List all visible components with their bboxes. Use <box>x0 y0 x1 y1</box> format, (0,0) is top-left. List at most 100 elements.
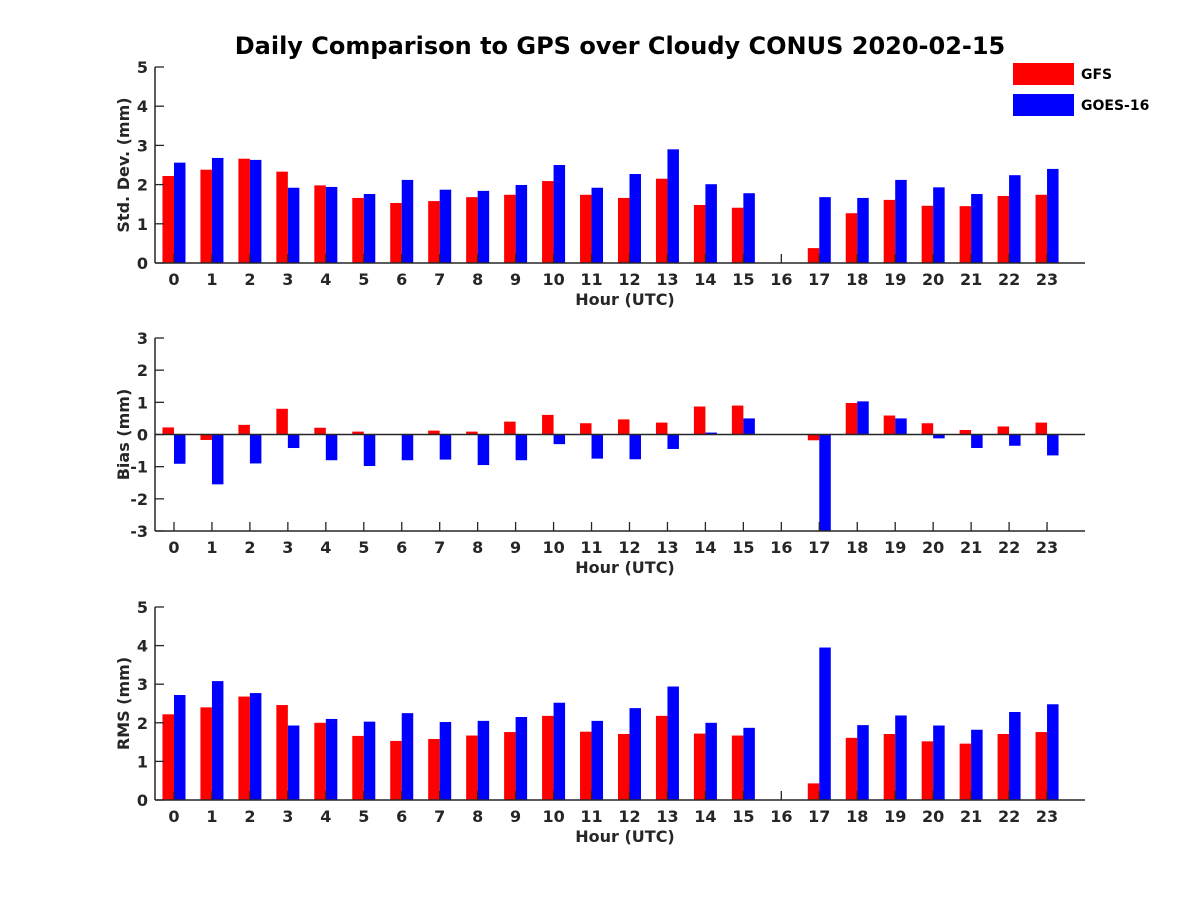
bar-gfs-hour-2 <box>238 158 250 263</box>
bar-goes-16-hour-22 <box>1009 434 1021 446</box>
bar-gfs-hour-3 <box>276 171 288 263</box>
bar-goes-16-hour-13 <box>667 434 679 449</box>
bar-gfs-hour-0 <box>162 175 174 263</box>
x-tick-label: 8 <box>472 807 483 826</box>
bar-goes-16-hour-2 <box>249 693 262 800</box>
x-tick-label: 16 <box>770 807 792 826</box>
bar-goes-16-hour-13 <box>667 686 679 800</box>
bar-gfs-hour-1 <box>200 169 212 263</box>
x-tick-label: 22 <box>998 538 1020 557</box>
bar-gfs-hour-14 <box>693 733 706 800</box>
y-axis-label: Bias (mm) <box>114 389 133 481</box>
legend: GFS GOES-16 <box>1013 63 1149 116</box>
bar-gfs-hour-9 <box>504 194 516 263</box>
bar-goes-16-hour-17 <box>819 197 831 263</box>
bar-goes-16-hour-9 <box>515 184 528 263</box>
x-tick-label: 22 <box>998 807 1020 826</box>
bar-goes-16-hour-12 <box>629 434 641 460</box>
bar-gfs-hour-19 <box>883 199 896 263</box>
x-tick-label: 23 <box>1036 807 1058 826</box>
bar-gfs-hour-15 <box>731 735 744 800</box>
x-tick-label: 10 <box>542 270 564 289</box>
bar-goes-16-hour-14 <box>705 432 717 435</box>
x-tick-label: 3 <box>282 538 293 557</box>
bar-gfs-hour-3 <box>276 408 288 435</box>
bar-goes-16-hour-18 <box>857 197 869 263</box>
x-tick-label: 2 <box>244 538 255 557</box>
x-tick-label: 23 <box>1036 538 1058 557</box>
x-tick-label: 4 <box>320 807 331 826</box>
bar-goes-16-hour-9 <box>515 434 528 461</box>
x-tick-label: 5 <box>358 270 369 289</box>
bar-goes-16-hour-18 <box>857 401 869 435</box>
bar-goes-16-hour-21 <box>971 194 983 263</box>
bar-gfs-hour-15 <box>731 207 744 263</box>
legend-swatch-goes-16 <box>1013 94 1074 116</box>
bar-gfs-hour-4 <box>314 185 326 263</box>
bar-goes-16-hour-5 <box>363 721 376 800</box>
x-tick-label: 17 <box>808 270 830 289</box>
bar-gfs-hour-19 <box>883 733 896 800</box>
bar-gfs-hour-2 <box>238 424 250 435</box>
bar-goes-16-hour-2 <box>249 159 262 263</box>
bar-gfs-hour-0 <box>162 714 174 800</box>
bar-goes-16-hour-23 <box>1047 168 1059 263</box>
bar-gfs-hour-21 <box>959 743 972 800</box>
bar-gfs-hour-21 <box>959 206 972 263</box>
bar-goes-16-hour-6 <box>401 713 414 800</box>
x-tick-label: 9 <box>510 270 521 289</box>
bar-goes-16-hour-4 <box>325 434 338 461</box>
bar-gfs-hour-20 <box>921 423 934 435</box>
bar-goes-16-hour-17 <box>819 434 831 531</box>
bar-goes-16-hour-5 <box>363 194 376 263</box>
x-tick-label: 19 <box>884 538 906 557</box>
bar-gfs-hour-22 <box>997 733 1010 800</box>
bar-gfs-hour-13 <box>655 178 668 263</box>
x-tick-label: 14 <box>694 807 716 826</box>
bar-goes-16-hour-19 <box>895 418 907 435</box>
bar-goes-16-hour-7 <box>439 189 452 263</box>
x-tick-label: 11 <box>580 807 602 826</box>
bar-goes-16-hour-22 <box>1009 711 1021 800</box>
y-tick-label: 2 <box>137 361 148 380</box>
x-tick-label: 1 <box>206 270 217 289</box>
bar-gfs-hour-14 <box>693 204 706 263</box>
y-tick-label: 3 <box>137 675 148 694</box>
x-tick-label: 2 <box>244 807 255 826</box>
bar-gfs-hour-7 <box>428 430 440 435</box>
bar-gfs-hour-10 <box>542 414 554 435</box>
y-tick-label: 3 <box>137 136 148 155</box>
bar-goes-16-hour-4 <box>325 718 338 800</box>
y-tick-label: 5 <box>137 58 148 77</box>
y-axis-label: Std. Dev. (mm) <box>114 97 133 232</box>
bar-goes-16-hour-8 <box>477 190 490 263</box>
bar-goes-16-hour-15 <box>743 193 755 263</box>
y-tick-label: -2 <box>130 490 148 509</box>
x-axis-label: Hour (UTC) <box>575 827 675 846</box>
bar-goes-16-hour-4 <box>325 186 338 263</box>
x-tick-label: 8 <box>472 538 483 557</box>
x-tick-label: 15 <box>732 538 754 557</box>
bar-gfs-hour-18 <box>845 737 858 800</box>
bar-gfs-hour-15 <box>731 405 744 435</box>
bar-goes-16-hour-1 <box>211 157 224 263</box>
x-tick-label: 17 <box>808 538 830 557</box>
bar-goes-16-hour-19 <box>895 179 907 263</box>
bar-goes-16-hour-12 <box>629 708 641 800</box>
bar-goes-16-hour-10 <box>553 434 566 445</box>
x-tick-label: 7 <box>434 807 445 826</box>
bar-gfs-hour-14 <box>693 406 706 435</box>
x-tick-label: 4 <box>320 538 331 557</box>
bar-gfs-hour-10 <box>542 181 554 263</box>
y-tick-label: 0 <box>137 254 148 273</box>
bar-gfs-hour-12 <box>617 419 630 435</box>
bar-gfs-hour-5 <box>352 197 364 263</box>
bar-gfs-hour-8 <box>466 735 478 800</box>
x-tick-label: 12 <box>618 538 640 557</box>
legend-label: GOES-16 <box>1081 98 1149 114</box>
y-tick-label: 1 <box>137 752 148 771</box>
bar-gfs-hour-5 <box>352 735 364 800</box>
x-axis-label: Hour (UTC) <box>575 558 675 577</box>
x-tick-label: 3 <box>282 270 293 289</box>
